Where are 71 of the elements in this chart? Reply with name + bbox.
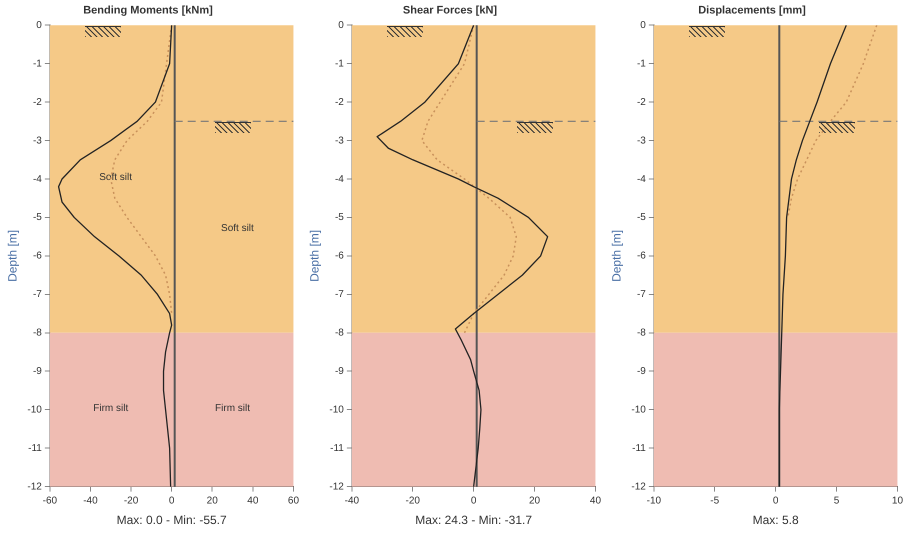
x-tick-label: 20 — [206, 495, 218, 506]
y-tick-label: -11 — [28, 442, 42, 454]
y-tick-label: -4 — [636, 174, 646, 185]
y-tick-label: -8 — [32, 328, 42, 339]
y-axis-title: Depth [m] — [6, 230, 20, 282]
x-axis-title: Max: 0.0 - Min: -55.7 — [116, 513, 227, 528]
x-tick-label: 60 — [288, 495, 300, 506]
annotation: Soft silt — [99, 172, 132, 184]
y-tick-label: -12 — [329, 481, 344, 492]
y-tick-label: -5 — [32, 212, 42, 224]
x-tick-label: 20 — [528, 495, 541, 506]
x-tick-label: -40 — [344, 495, 360, 506]
y-tick-label: -11 — [632, 442, 646, 454]
line-series — [787, 25, 878, 218]
y-tick-label: -9 — [334, 366, 344, 377]
y-tick-label: -3 — [32, 135, 42, 146]
y-axis-title: Depth [m] — [610, 230, 624, 282]
y-tick-label: -5 — [636, 212, 646, 224]
y-tick-label: -4 — [32, 174, 42, 185]
y-tick-label: -12 — [631, 481, 646, 492]
chart-title: Shear Forces [kN] — [402, 4, 498, 17]
y-tick-label: -9 — [636, 366, 646, 377]
y-tick-label: -7 — [636, 289, 646, 300]
y-tick-label: -7 — [334, 289, 344, 300]
x-tick-label: 0 — [470, 495, 477, 506]
annotation: Firm silt — [93, 402, 128, 414]
y-tick-label: -4 — [334, 174, 344, 185]
x-tick-label: -20 — [124, 495, 139, 506]
y-tick-label: -6 — [32, 250, 42, 262]
y-tick-label: -3 — [334, 135, 344, 146]
y-axis-title: Depth [m] — [308, 230, 322, 282]
chart-title: Bending Moments [kNm] — [83, 4, 214, 17]
annotation: Soft silt — [221, 222, 254, 234]
y-tick-label: -6 — [334, 250, 344, 262]
x-tick-label: 10 — [892, 495, 904, 506]
y-tick-label: -8 — [636, 328, 646, 339]
y-tick-label: -8 — [334, 328, 344, 339]
y-tick-label: -7 — [32, 289, 42, 300]
x-axis-title: Max: 5.8 — [752, 513, 799, 528]
x-tick-label: -40 — [83, 495, 98, 506]
y-tick-label: -5 — [334, 212, 344, 224]
y-tick-label: -2 — [334, 96, 344, 108]
x-tick-label: -20 — [406, 495, 420, 506]
y-tick-label: -10 — [27, 404, 42, 416]
x-tick-label: -5 — [710, 495, 720, 506]
y-tick-label: -1 — [334, 58, 344, 70]
chart-title: Displacements [mm] — [698, 4, 806, 17]
x-tick-label: -60 — [42, 495, 58, 506]
x-tick-label: 40 — [247, 495, 259, 506]
y-tick-label: 0 — [640, 20, 646, 31]
y-tick-label: -6 — [636, 250, 646, 262]
x-axis-title: Max: 24.3 - Min: -31.7 — [415, 513, 532, 528]
x-tick-label: -10 — [646, 495, 662, 506]
x-tick-label: 0 — [168, 495, 175, 506]
x-tick-label: 0 — [772, 495, 779, 506]
x-tick-label: 40 — [590, 495, 602, 506]
x-tick-label: 5 — [834, 495, 840, 506]
y-tick-label: -11 — [330, 442, 344, 454]
y-tick-label: -1 — [636, 58, 646, 70]
y-tick-label: -10 — [631, 404, 646, 416]
y-tick-label: -9 — [32, 366, 42, 377]
line-series — [421, 25, 518, 334]
y-tick-label: -3 — [636, 135, 646, 146]
y-tick-label: -2 — [636, 96, 646, 108]
y-tick-label: -1 — [32, 58, 42, 70]
y-tick-label: -12 — [27, 481, 42, 492]
y-tick-label: -2 — [32, 96, 42, 108]
y-tick-label: 0 — [36, 20, 42, 31]
y-tick-label: 0 — [338, 20, 344, 31]
y-tick-label: -10 — [329, 404, 344, 416]
annotation: Firm silt — [215, 402, 250, 414]
